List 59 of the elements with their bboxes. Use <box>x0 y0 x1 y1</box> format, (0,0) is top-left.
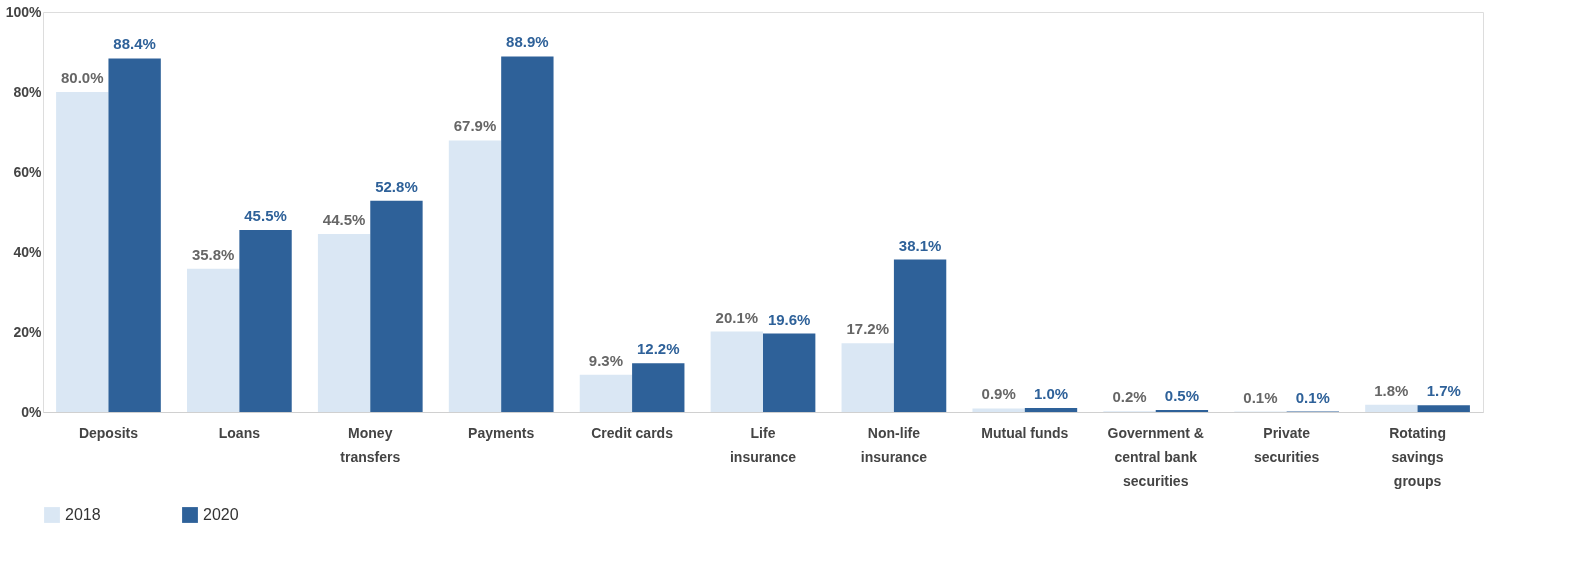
bar <box>972 408 1025 412</box>
data-label: 67.9% <box>453 117 497 135</box>
bar <box>370 200 423 412</box>
legend-label: 2018 <box>65 506 101 523</box>
bar <box>579 374 633 412</box>
bar <box>632 363 685 412</box>
data-label: 52.8% <box>375 177 418 195</box>
data-label: 1.8% <box>1374 381 1409 399</box>
bar <box>841 343 894 412</box>
bar <box>187 268 240 412</box>
bar <box>448 140 502 412</box>
x-tick-label: Rotating savings groups <box>1389 424 1446 489</box>
x-tick-label: Money transfers <box>340 424 401 465</box>
bar <box>710 331 763 412</box>
y-tick-label: 40% <box>13 243 43 260</box>
x-tick-label: Credit cards <box>591 424 674 441</box>
data-label: 1.7% <box>1426 382 1461 400</box>
x-tick-label: Private securities <box>1253 424 1320 465</box>
x-tick-label: Payments <box>468 424 535 441</box>
bar <box>239 230 292 412</box>
y-tick-label: 100% <box>5 3 43 20</box>
data-label: 9.3% <box>588 351 624 369</box>
data-label: 38.1% <box>898 236 942 254</box>
data-label: 0.1% <box>1295 388 1330 406</box>
x-tick-label: Mutual funds <box>981 424 1069 441</box>
bar <box>108 58 161 412</box>
data-label: 88.4% <box>113 35 156 53</box>
data-label: 20.1% <box>715 308 759 326</box>
y-tick-label: 60% <box>13 163 43 180</box>
x-tick-label: Government & central bank securities <box>1107 424 1204 489</box>
data-label: 35.8% <box>191 245 235 263</box>
x-tick-label: Loans <box>218 424 261 441</box>
x-tick-label: Life insurance <box>729 424 797 465</box>
data-label: 80.0% <box>61 69 104 86</box>
y-tick-label: 80% <box>13 83 43 100</box>
data-label: 0.1% <box>1243 388 1278 406</box>
bar <box>501 56 554 412</box>
data-label: 45.5% <box>244 207 287 224</box>
data-label: 0.5% <box>1164 387 1200 404</box>
y-tick-label: 20% <box>13 323 43 340</box>
x-tick-label: Deposits <box>78 424 139 441</box>
data-label: 0.9% <box>981 385 1016 403</box>
data-label: 17.2% <box>846 320 889 338</box>
legend-label: 2020 <box>203 506 239 523</box>
data-label: 88.9% <box>506 33 549 51</box>
bar <box>1365 404 1418 412</box>
data-label: 0.2% <box>1112 388 1147 406</box>
bar <box>893 259 947 412</box>
data-label: 44.5% <box>322 211 366 228</box>
x-tick-label: Non-life insurance <box>860 424 928 465</box>
data-label: 19.6% <box>767 310 811 328</box>
bar <box>317 234 371 412</box>
bar <box>56 92 109 412</box>
bar <box>1024 408 1078 412</box>
y-tick-label: 0% <box>21 403 43 420</box>
data-label: 1.0% <box>1033 385 1069 402</box>
bar <box>763 333 816 412</box>
bar <box>1417 405 1470 412</box>
data-label: 12.2% <box>637 340 680 358</box>
